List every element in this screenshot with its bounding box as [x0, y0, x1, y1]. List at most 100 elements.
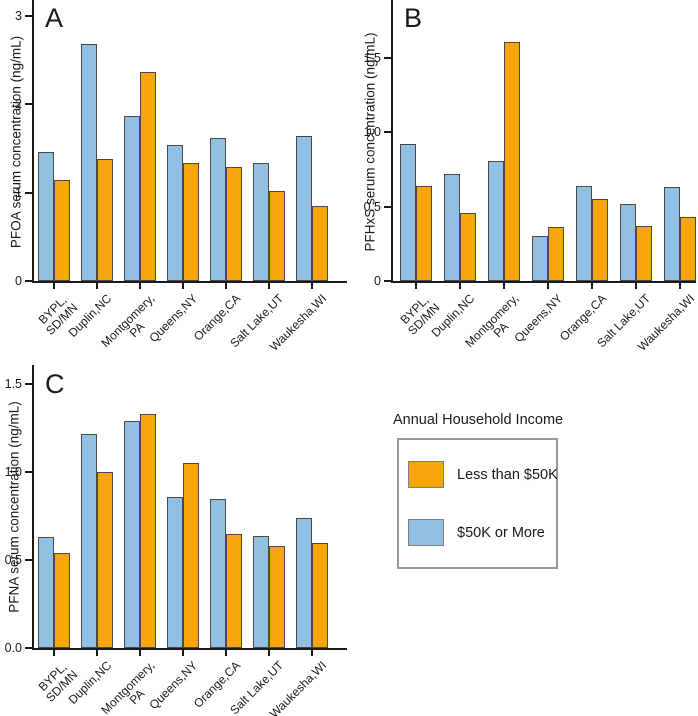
panel-c-y-tick-label: 0.0	[4, 641, 22, 655]
panel-b-y-axis-line	[391, 0, 393, 283]
panel-b-y-tick	[384, 56, 391, 59]
panel-c-x-tick	[311, 650, 313, 656]
panel-a-x-tick	[53, 283, 55, 289]
panel-c-y-tick	[25, 647, 32, 649]
bar-c-blue	[296, 518, 312, 648]
panel-c-x-axis-line	[32, 648, 347, 650]
bar-b-orange	[680, 217, 696, 281]
panel-a-x-tick	[268, 283, 270, 289]
panel-b-y-axis-title: PFHxS serum concentration (ng/mL)	[362, 32, 378, 252]
bar-b-blue	[444, 174, 460, 281]
panel-b-x-tick	[415, 283, 417, 289]
panel-a-y-tick-label: 1	[15, 185, 22, 200]
panel-a-y-tick-label: 2	[15, 97, 22, 112]
panel-a-x-axis-line	[32, 281, 347, 283]
bar-b-orange	[548, 227, 564, 281]
legend-swatch-blue	[408, 519, 444, 546]
panel-a-x-tick	[311, 283, 313, 289]
panel-c-y-tick-label: 1.0	[4, 465, 22, 480]
bar-c-blue	[124, 421, 140, 648]
bar-b-blue	[664, 187, 680, 281]
legend-label-50k-or-more: $50K or More	[457, 524, 545, 541]
legend-swatch-orange	[408, 461, 444, 488]
panel-a-y-tick	[25, 191, 32, 194]
panel-a-y-tick	[25, 103, 32, 106]
panel-a-x-tick	[225, 283, 227, 289]
bar-b-orange	[592, 199, 608, 281]
bar-a-blue	[167, 145, 183, 281]
legend-item-less-than-50k: Less than $50K	[408, 461, 558, 488]
panel-b-x-tick	[503, 283, 505, 289]
panel-b-y-tick	[384, 131, 391, 134]
bar-b-blue	[576, 186, 592, 281]
bar-c-blue	[38, 537, 54, 648]
panel-c-x-tick	[225, 650, 227, 656]
bar-a-blue	[253, 163, 269, 281]
panel-a-y-axis-title: PFOA serum concentration (ng/mL)	[8, 35, 24, 249]
panel-c-y-tick-label: 0.5	[4, 553, 22, 568]
panel-b-y-tick	[384, 280, 391, 282]
panel-b-x-tick	[635, 283, 637, 289]
bar-c-orange	[54, 553, 70, 648]
panel-b-y-tick-label: 1.5	[363, 50, 381, 65]
bar-a-orange	[140, 72, 156, 281]
panel-c-letter: C	[45, 369, 65, 399]
panel-b-y-tick-label: 0	[374, 274, 381, 288]
panel-c-x-tick	[268, 650, 270, 656]
panel-b-y-tick	[384, 205, 391, 208]
bar-a-orange	[226, 167, 242, 281]
panel-a-letter: A	[45, 3, 64, 33]
bar-a-orange	[97, 159, 113, 281]
panel-b-y-tick-label: 1.0	[363, 125, 381, 140]
panel-b-y-tick-label: 0.5	[363, 199, 381, 214]
bar-a-blue	[38, 152, 54, 281]
legend-item-50k-or-more: $50K or More	[408, 519, 545, 546]
bar-b-orange	[636, 226, 652, 281]
bar-a-blue	[296, 136, 312, 281]
panel-a-y-tick-label: 0	[15, 274, 22, 288]
bar-c-orange	[312, 543, 328, 648]
panel-a-x-tick	[96, 283, 98, 289]
legend-label-less-than-50k: Less than $50K	[457, 466, 558, 483]
panel-c-x-tick	[139, 650, 141, 656]
legend-title: Annual Household Income	[393, 412, 564, 428]
bar-b-blue	[488, 161, 504, 281]
panel-b-x-tick	[591, 283, 593, 289]
panel-c-y-axis-title: PFNA serum concentration (ng/mL)	[6, 401, 22, 613]
bar-a-orange	[183, 163, 199, 281]
panel-b-x-tick	[547, 283, 549, 289]
bar-b-blue	[620, 204, 636, 281]
panel-c-y-axis-line	[32, 365, 34, 650]
bar-a-blue	[124, 116, 140, 281]
panel-a-y-tick	[25, 280, 32, 282]
bar-b-orange	[460, 213, 476, 281]
bar-c-orange	[183, 463, 199, 648]
panel-c-y-tick	[25, 471, 32, 474]
panel-a-x-tick	[139, 283, 141, 289]
bar-a-blue	[210, 138, 226, 281]
panel-c-x-tick	[96, 650, 98, 656]
bar-a-orange	[269, 191, 285, 281]
bar-c-blue	[81, 434, 97, 648]
panel-b-x-tick	[679, 283, 681, 289]
panel-b-x-axis-line	[391, 281, 696, 283]
bar-b-blue	[400, 144, 416, 281]
bar-c-orange	[269, 546, 285, 648]
bar-c-orange	[97, 472, 113, 648]
bar-c-blue	[167, 497, 183, 648]
bar-c-blue	[210, 499, 226, 648]
panel-b-x-tick	[459, 283, 461, 289]
bar-b-blue	[532, 236, 548, 281]
panel-c-y-tick	[25, 383, 32, 386]
panel-a-y-axis-line	[32, 0, 34, 283]
panel-c-x-tick	[53, 650, 55, 656]
panel-b-letter: B	[404, 3, 423, 33]
panel-c-y-tick-label: 1.5	[4, 377, 22, 392]
bar-b-orange	[504, 42, 520, 281]
bar-b-orange	[416, 186, 432, 281]
bar-a-orange	[54, 180, 70, 281]
bar-c-orange	[226, 534, 242, 648]
bar-c-orange	[140, 414, 156, 648]
panel-a-x-tick	[182, 283, 184, 289]
